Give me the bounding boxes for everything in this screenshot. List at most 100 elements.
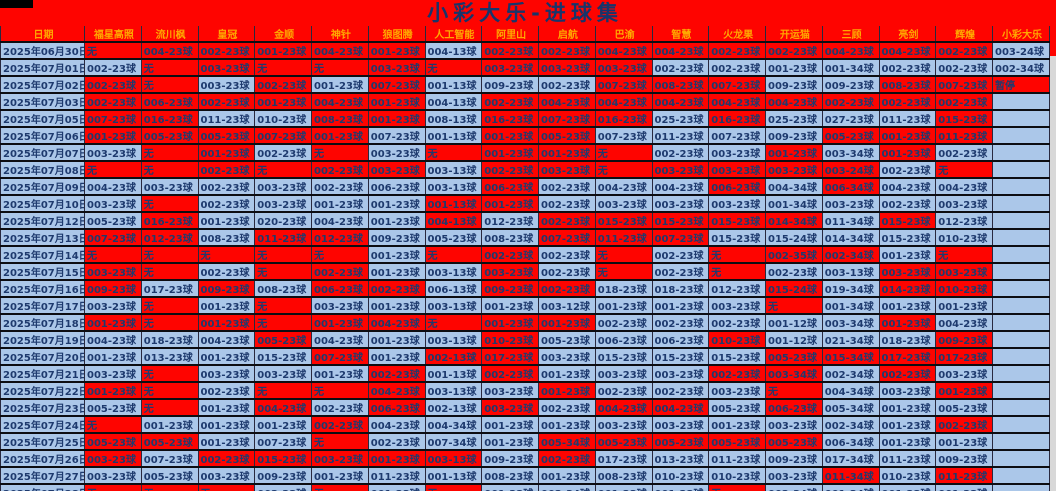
value-cell[interactable]: 015-23球 — [594, 211, 653, 229]
value-cell[interactable]: 004-23球 — [935, 177, 993, 195]
value-cell[interactable]: 011-23球 — [594, 228, 653, 246]
value-cell[interactable]: 002-23球 — [538, 42, 596, 59]
value-cell[interactable]: 001-23球 — [197, 143, 256, 161]
value-cell[interactable]: 003-24球 — [992, 42, 1050, 59]
column-header[interactable]: 狼图腾 — [367, 26, 426, 43]
value-cell[interactable]: 无 — [311, 245, 369, 263]
value-cell[interactable]: 无 — [708, 483, 766, 491]
value-cell[interactable]: 008-23球 — [594, 466, 653, 484]
value-cell[interactable]: 001-23球 — [878, 296, 937, 314]
value-cell[interactable]: 017-23球 — [935, 347, 993, 365]
value-cell[interactable]: 006-23球 — [594, 330, 653, 348]
value-cell[interactable]: 001-23球 — [367, 483, 426, 491]
value-cell[interactable] — [992, 92, 1050, 110]
value-cell[interactable]: 002-23球 — [935, 92, 993, 110]
value-cell[interactable]: 007-23球 — [367, 126, 426, 144]
value-cell[interactable]: 003-23球 — [481, 381, 539, 399]
value-cell[interactable]: 002-13球 — [424, 347, 483, 365]
value-cell[interactable]: 010-23球 — [708, 466, 766, 484]
date-cell[interactable]: 2025年07月25日 — [0, 432, 85, 450]
value-cell[interactable]: 010-23球 — [651, 466, 710, 484]
value-cell[interactable]: 015-23球 — [878, 211, 937, 229]
value-cell[interactable]: 002-23球 — [708, 42, 766, 59]
date-cell[interactable]: 2025年07月23日 — [0, 398, 85, 416]
value-cell[interactable]: 004-23球 — [765, 92, 823, 110]
date-cell[interactable]: 2025年07月15日 — [0, 262, 85, 280]
value-cell[interactable]: 002-23球 — [538, 211, 596, 229]
value-cell[interactable]: 无 — [254, 296, 312, 314]
value-cell[interactable]: 001-23球 — [538, 364, 596, 382]
value-cell[interactable]: 003-13球 — [424, 296, 483, 314]
value-cell[interactable] — [992, 347, 1050, 365]
date-cell[interactable]: 2025年07月19日 — [0, 330, 85, 348]
value-cell[interactable]: 无 — [140, 262, 199, 280]
value-cell[interactable]: 003-23球 — [481, 58, 539, 76]
value-cell[interactable]: 003-23球 — [935, 262, 993, 280]
value-cell[interactable]: 017-23球 — [481, 347, 539, 365]
value-cell[interactable]: 001-23球 — [878, 398, 937, 416]
value-cell[interactable]: 002-23球 — [481, 364, 539, 382]
column-header[interactable]: 开运猫 — [765, 26, 823, 43]
value-cell[interactable]: 001-23球 — [651, 296, 710, 314]
value-cell[interactable]: 004-23球 — [651, 177, 710, 195]
value-cell[interactable]: 003-24球 — [821, 160, 880, 178]
column-header-date[interactable]: 日期 — [0, 26, 85, 43]
value-cell[interactable]: 无 — [254, 262, 312, 280]
value-cell[interactable]: 001-23球 — [254, 92, 312, 110]
value-cell[interactable]: 004-23球 — [140, 42, 199, 59]
value-cell[interactable]: 005-23球 — [84, 211, 142, 229]
value-cell[interactable]: 004-23球 — [538, 92, 596, 110]
value-cell[interactable]: 002-23球 — [197, 262, 256, 280]
value-cell[interactable]: 025-23球 — [765, 109, 823, 127]
value-cell[interactable]: 004-23球 — [311, 42, 369, 59]
value-cell[interactable]: 006-23球 — [651, 330, 710, 348]
value-cell[interactable]: 017-23球 — [140, 279, 199, 297]
value-cell[interactable]: 无 — [254, 381, 312, 399]
value-cell[interactable]: 001-23球 — [481, 143, 539, 161]
value-cell[interactable]: 004-23球 — [594, 398, 653, 416]
value-cell[interactable]: 无 — [708, 245, 766, 263]
value-cell[interactable]: 003-23球 — [594, 194, 653, 212]
value-cell[interactable]: 004-34球 — [765, 177, 823, 195]
value-cell[interactable]: 003-23球 — [765, 415, 823, 433]
value-cell[interactable]: 002-23球 — [538, 279, 596, 297]
value-cell[interactable]: 003-13球 — [424, 177, 483, 195]
value-cell[interactable]: 004-13球 — [424, 92, 483, 110]
value-cell[interactable]: 001-23球 — [197, 211, 256, 229]
value-cell[interactable]: 001-23球 — [254, 42, 312, 59]
value-cell[interactable]: 009-23球 — [935, 449, 993, 467]
value-cell[interactable]: 003-23球 — [197, 466, 256, 484]
value-cell[interactable]: 001-23球 — [367, 245, 426, 263]
value-cell[interactable]: 003-23球 — [197, 75, 256, 93]
value-cell[interactable] — [992, 262, 1050, 280]
value-cell[interactable]: 006-34球 — [821, 177, 880, 195]
value-cell[interactable]: 018-23球 — [651, 279, 710, 297]
value-cell[interactable]: 002-23球 — [367, 364, 426, 382]
column-header[interactable]: 三顾 — [821, 26, 880, 43]
date-cell[interactable]: 2025年07月02日 — [0, 75, 85, 93]
value-cell[interactable]: 003-23球 — [367, 160, 426, 178]
value-cell[interactable]: 001-23球 — [367, 262, 426, 280]
value-cell[interactable]: 003-23球 — [84, 194, 142, 212]
value-cell[interactable]: 001-23球 — [878, 143, 937, 161]
value-cell[interactable]: 001-23球 — [765, 143, 823, 161]
value-cell[interactable]: 001-23球 — [538, 381, 596, 399]
value-cell[interactable] — [992, 398, 1050, 416]
value-cell[interactable]: 003-23球 — [935, 194, 993, 212]
value-cell[interactable]: 004-23球 — [367, 415, 426, 433]
value-cell[interactable]: 002-23球 — [651, 262, 710, 280]
value-cell[interactable]: 无 — [594, 143, 653, 161]
value-cell[interactable]: 011-23球 — [708, 449, 766, 467]
value-cell[interactable]: 013-23球 — [140, 347, 199, 365]
value-cell[interactable]: 003-23球 — [594, 415, 653, 433]
value-cell[interactable]: 无 — [84, 42, 142, 59]
value-cell[interactable]: 003-23球 — [311, 449, 369, 467]
date-cell[interactable]: 2025年07月21日 — [0, 364, 85, 382]
column-header[interactable]: 福星高照 — [84, 26, 142, 43]
value-cell[interactable]: 无 — [424, 483, 483, 491]
value-cell[interactable]: 009-23球 — [765, 75, 823, 93]
value-cell[interactable]: 004-23球 — [367, 313, 426, 331]
value-cell[interactable]: 001-23球 — [935, 296, 993, 314]
value-cell[interactable]: 008-23球 — [481, 228, 539, 246]
value-cell[interactable] — [992, 279, 1050, 297]
